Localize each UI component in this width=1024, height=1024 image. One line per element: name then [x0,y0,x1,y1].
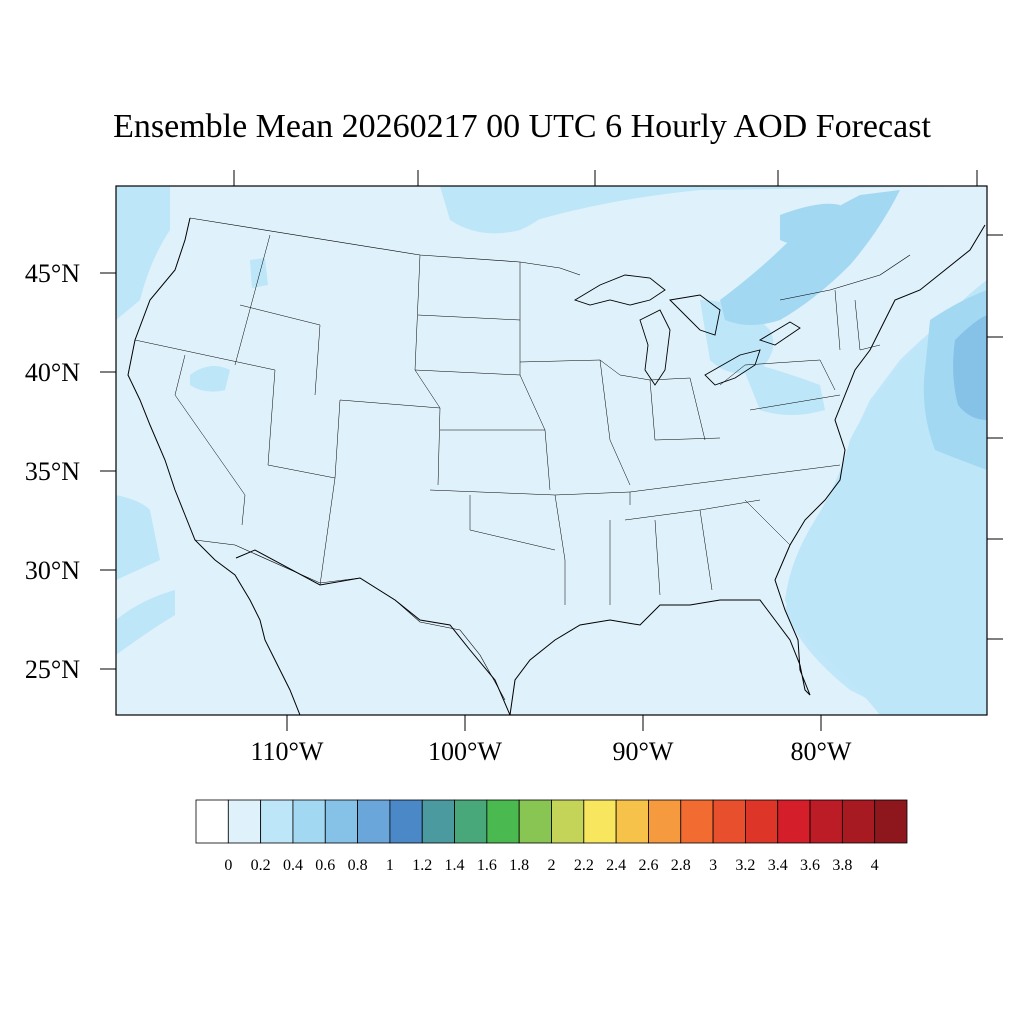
colorbar-swatch [518,799,552,844]
aod-band-0-8 [953,315,987,420]
colorbar-swatch [195,799,229,844]
map-frame [115,185,988,716]
colorbar-tick-label: 4 [871,857,879,874]
colorbar-labels: 0 0.2 0.4 0.6 0.8 1 1.2 1.4 1.6 1.8 2 2.2 2.4 2.6 2.8 3… [224,857,878,874]
lat-label-40: 40°N [25,358,80,387]
latitude-labels: 45°N 40°N 35°N 30°N 25°N [25,259,80,684]
colorbar [195,799,908,844]
lon-label-110: 110°W [251,737,324,766]
top-ticks [233,170,978,186]
colorbar-tick-label: 3.6 [800,857,820,874]
lon-label-100: 100°W [428,737,502,766]
colorbar-tick-label: 2.8 [671,857,691,874]
colorbar-swatch [615,799,649,844]
colorbar-swatch [745,799,779,844]
lat-label-30: 30°N [25,556,80,585]
colorbar-tick-label: 3 [709,857,717,874]
state-lines [134,234,881,605]
right-ticks [987,234,1003,640]
colorbar-tick-label: 1.4 [445,857,465,874]
colorbar-tick-label: 0.4 [283,857,303,874]
colorbar-tick-label: 0.6 [315,857,335,874]
colorbar-tick-label: 1 [386,857,394,874]
colorbar-tick-label: 2.4 [606,857,626,874]
colorbar-tick-label: 3.4 [768,857,788,874]
coastline [127,217,986,715]
colorbar-swatch [648,799,682,844]
colorbar-swatch [874,799,908,844]
colorbar-tick-label: 3.2 [735,857,755,874]
colorbar-tick-label: 1.2 [412,857,432,874]
colorbar-swatch [324,799,358,844]
colorbar-tick-label: 1.6 [477,857,497,874]
colorbar-tick-label: 0.8 [348,857,368,874]
colorbar-tick-label: 0 [224,857,232,874]
lat-label-35: 35°N [25,457,80,486]
lat-label-25: 25°N [25,655,80,684]
colorbar-swatch [712,799,746,844]
colorbar-swatch [421,799,455,844]
colorbar-swatch [777,799,811,844]
colorbar-swatch [680,799,714,844]
colorbar-swatch [809,799,843,844]
colorbar-tick-label: 1.8 [509,857,529,874]
bottom-ticks [286,715,822,731]
colorbar-tick-label: 2 [548,857,556,874]
colorbar-swatch [454,799,488,844]
title-container: Ensemble Mean 20260217 00 UTC 6 Hourly A… [0,0,1024,160]
colorbar-tick-label: 2.6 [638,857,658,874]
aod-band-0-4 [116,186,987,715]
colorbar-swatch [486,799,520,844]
longitude-labels: 110°W 100°W 90°W 80°W [251,737,852,766]
mexico-border [194,539,506,701]
boundaries [127,217,986,715]
lon-label-90: 90°W [613,737,674,766]
colorbar-swatch [260,799,294,844]
colorbar-swatch [389,799,423,844]
left-ticks [100,272,116,670]
map-title: Ensemble Mean 20260217 00 UTC 6 Hourly A… [113,108,931,145]
aod-field [116,186,987,715]
great-lakes [573,274,801,386]
colorbar-swatch [841,799,876,844]
colorbar-tick-label: 3.8 [832,857,852,874]
colorbar-swatch [357,799,391,844]
colorbar-tick-label: 2.2 [574,857,594,874]
colorbar-swatch [227,799,262,844]
colorbar-swatch [551,799,585,844]
lon-label-80: 80°W [791,737,852,766]
colorbar-swatch [292,799,326,844]
colorbar-tick-label: 0.2 [251,857,271,874]
colorbar-swatch [583,799,617,844]
lat-label-45: 45°N [25,259,80,288]
